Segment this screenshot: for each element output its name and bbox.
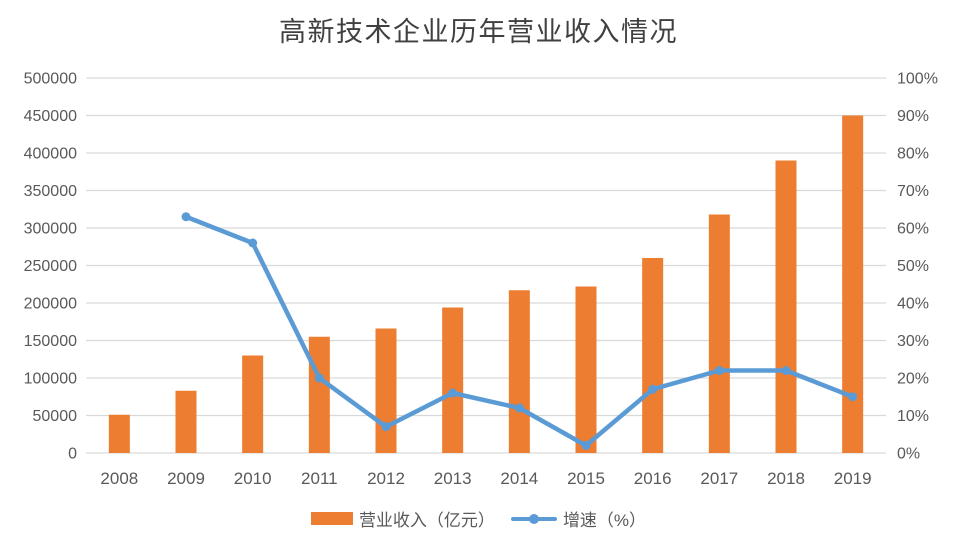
x-axis-label-2017: 2017 — [700, 469, 738, 488]
left-axis-tick-0: 0 — [68, 446, 77, 463]
growth-point-2017 — [714, 366, 724, 375]
bar-2014 — [508, 290, 530, 453]
growth-point-2015 — [581, 441, 591, 450]
right-axis-tick-40%: 40% — [897, 296, 929, 313]
bar-2018 — [775, 160, 797, 453]
legend-label-revenue: 营业收入（亿元） — [358, 511, 495, 530]
plot-area: 500000 100%450000 90%400000 80%350000 70%300… — [24, 71, 938, 489]
bar-2013 — [442, 307, 464, 453]
left-axis-tick-300000: 300000 — [24, 221, 77, 238]
left-axis-tick-350000: 350000 — [24, 183, 77, 200]
growth-point-2010 — [248, 238, 258, 248]
legend-item-revenue: 营业收入（亿元） — [310, 506, 495, 531]
right-axis-tick-10%: 10% — [897, 408, 929, 425]
x-axis-label-2010: 2010 — [234, 469, 272, 488]
left-axis-tick-450000: 450000 — [24, 108, 77, 125]
legend: 营业收入（亿元） 增速（%） — [0, 506, 957, 531]
bar-2011 — [308, 336, 330, 453]
bar-2009 — [175, 390, 197, 453]
growth-line-swatch-icon — [510, 512, 557, 526]
bar-2008 — [108, 414, 130, 453]
x-axis-label-2012: 2012 — [367, 469, 405, 488]
growth-point-2013 — [448, 388, 458, 398]
left-axis-tick-400000: 400000 — [24, 146, 77, 163]
growth-line-marker — [528, 513, 539, 524]
right-axis-tick-60%: 60% — [897, 221, 929, 238]
right-axis-tick-30%: 30% — [897, 333, 929, 350]
legend-label-growth: 增速（%） — [562, 511, 647, 530]
left-axis-tick-50000: 50000 — [33, 408, 78, 425]
bar-2010 — [242, 355, 264, 453]
right-axis-tick-80%: 80% — [897, 146, 929, 163]
bar-2017 — [708, 214, 730, 453]
growth-point-2019 — [848, 392, 858, 402]
x-axis-label-2018: 2018 — [767, 469, 805, 488]
right-axis-tick-90%: 90% — [897, 108, 929, 125]
x-axis-label-2019: 2019 — [834, 469, 872, 488]
x-axis-label-2008: 2008 — [100, 469, 138, 488]
growth-point-2016 — [648, 384, 658, 394]
right-axis-tick-0%: 0% — [897, 446, 920, 463]
left-axis-tick-100000: 100000 — [24, 371, 77, 388]
left-axis-tick-150000: 150000 — [24, 333, 77, 350]
bar-2019 — [842, 115, 864, 453]
x-axis-label-2016: 2016 — [634, 469, 672, 488]
x-axis-label-2013: 2013 — [434, 469, 472, 488]
right-axis-tick-50%: 50% — [897, 258, 929, 275]
right-axis-tick-100%: 100% — [897, 71, 938, 88]
x-axis-label-2014: 2014 — [500, 469, 538, 488]
growth-point-2009 — [181, 212, 191, 222]
left-axis-tick-500000: 500000 — [24, 71, 77, 88]
growth-point-2014 — [514, 403, 524, 413]
left-axis-tick-200000: 200000 — [24, 296, 77, 313]
left-axis-tick-250000: 250000 — [24, 258, 77, 275]
bar-2016 — [642, 258, 664, 453]
growth-point-2012 — [381, 422, 391, 432]
x-axis-label-2009: 2009 — [167, 469, 205, 488]
legend-item-growth: 增速（%） — [510, 506, 647, 531]
right-axis-tick-20%: 20% — [897, 371, 929, 388]
revenue-bar-swatch-icon — [310, 512, 353, 525]
bar-2012 — [375, 328, 397, 453]
chart-title: 高新技术企业历年营业收入情况 — [279, 17, 678, 48]
growth-point-2018 — [781, 366, 791, 375]
right-axis-tick-70%: 70% — [897, 183, 929, 200]
bar-2015 — [575, 286, 597, 453]
x-axis-label-2011: 2011 — [301, 469, 338, 488]
growth-point-2011 — [314, 373, 324, 383]
x-axis-label-2015: 2015 — [567, 469, 605, 488]
